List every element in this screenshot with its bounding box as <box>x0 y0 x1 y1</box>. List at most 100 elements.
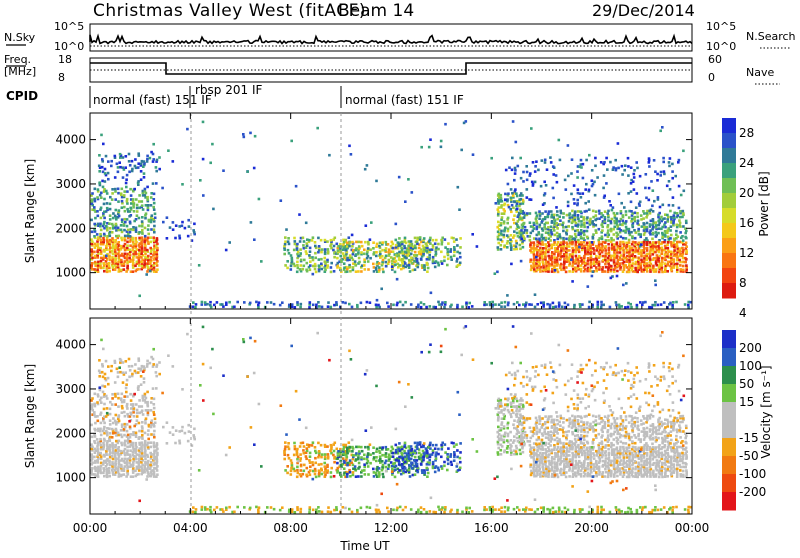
echo-cell <box>639 201 642 204</box>
echo-cell <box>447 258 450 261</box>
echo-cell <box>565 431 568 434</box>
echo-cell <box>213 304 216 307</box>
echo-cell <box>630 220 633 223</box>
echo-cell <box>559 210 562 213</box>
echo-cell <box>594 165 597 168</box>
echo-cell <box>381 446 384 449</box>
echo-cell <box>179 442 182 445</box>
echo-cell <box>642 222 645 225</box>
echo-cell <box>114 176 117 179</box>
echo-cell <box>137 268 140 271</box>
echo-cell <box>574 251 577 254</box>
echo-cell <box>122 361 125 364</box>
echo-cell <box>357 241 360 244</box>
echo-cell <box>592 247 595 250</box>
echo-cell <box>625 431 628 434</box>
echo-cell <box>363 469 366 472</box>
echo-cell <box>682 210 685 213</box>
echo-cell <box>422 450 425 453</box>
echo-cell <box>590 261 593 264</box>
echo-cell <box>352 253 355 256</box>
echo-cell <box>559 441 562 444</box>
echo-cell <box>146 403 149 406</box>
echo-cell <box>651 205 654 208</box>
echo-cell <box>166 216 169 219</box>
echo-cell <box>608 200 611 203</box>
echo-cell <box>378 471 381 474</box>
echo-cell <box>93 243 96 246</box>
echo-cell <box>680 194 683 197</box>
echo-cell <box>326 259 329 262</box>
echo-cell <box>631 423 634 426</box>
echo-cell <box>101 363 104 366</box>
echo-cell <box>102 186 105 189</box>
echo-cell <box>379 250 382 253</box>
echo-cell <box>675 301 678 304</box>
echo-cell <box>321 473 324 476</box>
echo-cell <box>120 450 123 453</box>
echo-cell <box>91 462 94 465</box>
echo-cell <box>631 440 634 443</box>
echo-cell <box>576 229 579 232</box>
echo-cell <box>364 241 367 244</box>
echo-cell <box>546 222 549 225</box>
echo-cell <box>613 226 616 229</box>
echo-cell <box>181 183 184 186</box>
echo-cell <box>284 236 287 239</box>
echo-cell <box>403 450 406 453</box>
echo-cell <box>108 255 111 258</box>
cpid-label: CPID <box>6 89 38 103</box>
echo-cell <box>349 471 352 474</box>
echo-cell <box>392 448 395 451</box>
echo-cell <box>607 232 610 235</box>
echo-cell <box>98 359 101 362</box>
echo-cell <box>489 301 492 304</box>
echo-cell <box>126 403 129 406</box>
echo-cell <box>330 306 333 309</box>
echo-cell <box>141 220 144 223</box>
echo-cell <box>398 463 401 466</box>
echo-cell <box>131 365 134 368</box>
echo-cell <box>312 236 315 239</box>
echo-cell <box>192 306 195 309</box>
echo-cell <box>520 218 523 221</box>
echo-cell <box>520 210 523 213</box>
echo-cell <box>666 253 669 256</box>
echo-cell <box>419 441 422 444</box>
echo-cell <box>429 442 432 445</box>
echo-cell <box>314 446 317 449</box>
echo-cell <box>604 263 607 266</box>
echo-cell <box>619 251 622 254</box>
echo-cell <box>458 208 461 211</box>
echo-cell <box>166 421 169 424</box>
echo-cell <box>109 214 112 217</box>
echo-cell <box>537 169 540 172</box>
echo-cell <box>287 237 290 240</box>
echo-cell <box>404 467 407 470</box>
echo-cell <box>553 253 556 256</box>
echo-cell <box>137 152 140 155</box>
echo-cell <box>349 459 352 462</box>
echo-cell <box>352 269 355 272</box>
echo-cell <box>543 431 546 434</box>
echo-cell <box>565 238 568 241</box>
echo-cell <box>120 429 123 432</box>
echo-cell <box>117 171 120 174</box>
echo-cell <box>587 257 590 260</box>
echo-cell <box>595 266 598 269</box>
echo-cell <box>367 260 370 263</box>
echo-cell <box>143 172 146 175</box>
echo-cell <box>152 469 155 472</box>
echo-cell <box>547 255 550 258</box>
echo-cell <box>568 270 571 273</box>
echo-cell <box>510 263 513 266</box>
echo-cell <box>588 306 591 309</box>
echo-cell <box>542 203 545 206</box>
echo-cell <box>99 399 102 402</box>
echo-cell <box>144 393 147 396</box>
echo-cell <box>121 200 124 203</box>
echo-cell <box>513 230 516 233</box>
echo-cell <box>646 259 649 262</box>
echo-cell <box>553 241 556 244</box>
echo-cell <box>438 303 441 306</box>
